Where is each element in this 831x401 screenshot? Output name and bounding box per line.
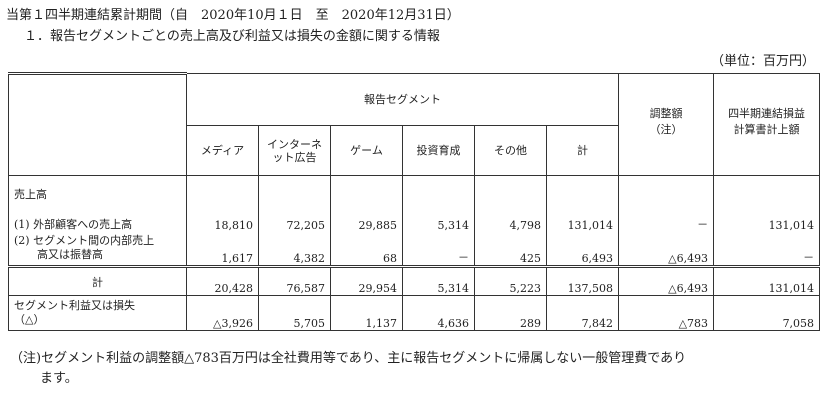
table-cell: 131,014	[713, 265, 821, 296]
row-label-intersegment-line2: 高又は振替高	[37, 248, 103, 261]
footnote-line1: （注)セグメント利益の調整額△783百万円は全社費用等であり、主に報告セグメント…	[10, 351, 687, 366]
header-row-1: 報告セグメント 調整額 （注） 四半期連結損益 計算書計上額	[8, 72, 821, 176]
footnote: （注)セグメント利益の調整額△783百万円は全社費用等であり、主に報告セグメント…	[10, 349, 815, 389]
table-cell: 4,798	[474, 201, 547, 232]
row-label-intersegment-line1: (2) セグメント間の内部売上	[14, 234, 155, 247]
row-label-profit-line1: セグメント利益又は損失	[14, 299, 135, 312]
table-cell: 5,705	[258, 295, 331, 331]
table-cell: －	[402, 231, 475, 267]
segment-table: 報告セグメント 調整額 （注） 四半期連結損益 計算書計上額 メディア インター…	[8, 72, 821, 331]
col-investment: 投資育成	[402, 125, 475, 176]
table-cell: 5,314	[402, 265, 475, 296]
table-cell: 20,428	[186, 265, 259, 296]
unit-label: （単位：百万円）	[710, 54, 815, 69]
table-cell: 4,382	[258, 231, 331, 267]
table-cell: 29,954	[330, 265, 403, 296]
col-other: その他	[474, 125, 547, 176]
table-cell: 76,587	[258, 265, 331, 296]
footnote-line2: ます。	[40, 371, 78, 386]
row-label-profit: セグメント利益又は損失 （△）	[8, 295, 187, 331]
sales-heading-row: 売上高	[8, 175, 821, 202]
corner-cell	[8, 72, 187, 176]
consolidated-header: 四半期連結損益 計算書計上額	[713, 73, 821, 176]
header-row-2: メディア インターネット広告 ゲーム 投資育成 その他 計	[9, 125, 820, 176]
table-cell: 289	[474, 295, 547, 331]
table-cell: 5,223	[474, 265, 547, 296]
row-label-total: 計	[8, 265, 187, 296]
sales-heading: 売上高	[8, 175, 187, 202]
table-cell: △6,493	[618, 265, 715, 296]
adjustment-header-line2: （注）	[649, 123, 683, 136]
table-cell: 5,314	[402, 201, 475, 232]
adjustment-header: 調整額 （注）	[618, 73, 715, 176]
consolidated-header-line2: 計算書計上額	[733, 123, 800, 136]
table-cell: 4,636	[402, 295, 475, 331]
period-heading: 当第１四半期連結累計期間（自 2020年10月１日 至 2020年12月31日）	[6, 8, 460, 23]
table-cell: 425	[474, 231, 547, 267]
row-label-external: (1) 外部顧客への売上高	[8, 201, 187, 232]
table-row-profit: セグメント利益又は損失 （△） △3,926 5,705 1,137 4,636…	[8, 295, 821, 331]
row-label-profit-line2: （△）	[14, 313, 45, 326]
table-cell: △3,926	[186, 295, 259, 331]
table-cell: △6,493	[618, 231, 715, 267]
table-cell: 7,058	[713, 295, 821, 331]
table-cell: 6,493	[545, 231, 620, 267]
table-cell: 68	[330, 231, 403, 267]
table-cell: 131,014	[545, 201, 620, 232]
table-row-intersegment: (2) セグメント間の内部売上 高又は振替高 1,617 4,382 68 － …	[8, 231, 821, 267]
table-cell: 1,137	[330, 295, 403, 331]
table-row-total: 計 20,428 76,587 29,954 5,314 5,223 137,5…	[8, 265, 821, 296]
consolidated-header-line1: 四半期連結損益	[728, 107, 806, 120]
col-internet-ads: インターネット広告	[258, 125, 331, 176]
row-label-intersegment: (2) セグメント間の内部売上 高又は振替高	[8, 231, 187, 267]
table-cell: 29,885	[330, 201, 403, 232]
table-row-external: (1) 外部顧客への売上高 18,810 72,205 29,885 5,314…	[8, 201, 821, 232]
section-title: １．報告セグメントごとの売上高及び利益又は損失の金額に関する情報	[24, 29, 440, 44]
col-game: ゲーム	[330, 125, 403, 176]
table-cell: 7,842	[545, 295, 620, 331]
reporting-segment-header: 報告セグメント	[185, 73, 620, 126]
table-cell: －	[713, 231, 821, 267]
adjustment-header-line1: 調整額	[649, 107, 683, 120]
table-cell: 72,205	[258, 201, 331, 232]
table-cell: －	[618, 201, 715, 232]
col-media: メディア	[186, 125, 259, 176]
col-subtotal: 計	[545, 125, 620, 176]
table-cell: 137,508	[545, 265, 620, 296]
table-cell: 18,810	[186, 201, 259, 232]
table-cell: 131,014	[713, 201, 821, 232]
table-cell: 1,617	[186, 231, 259, 267]
table-cell: △783	[618, 295, 715, 331]
